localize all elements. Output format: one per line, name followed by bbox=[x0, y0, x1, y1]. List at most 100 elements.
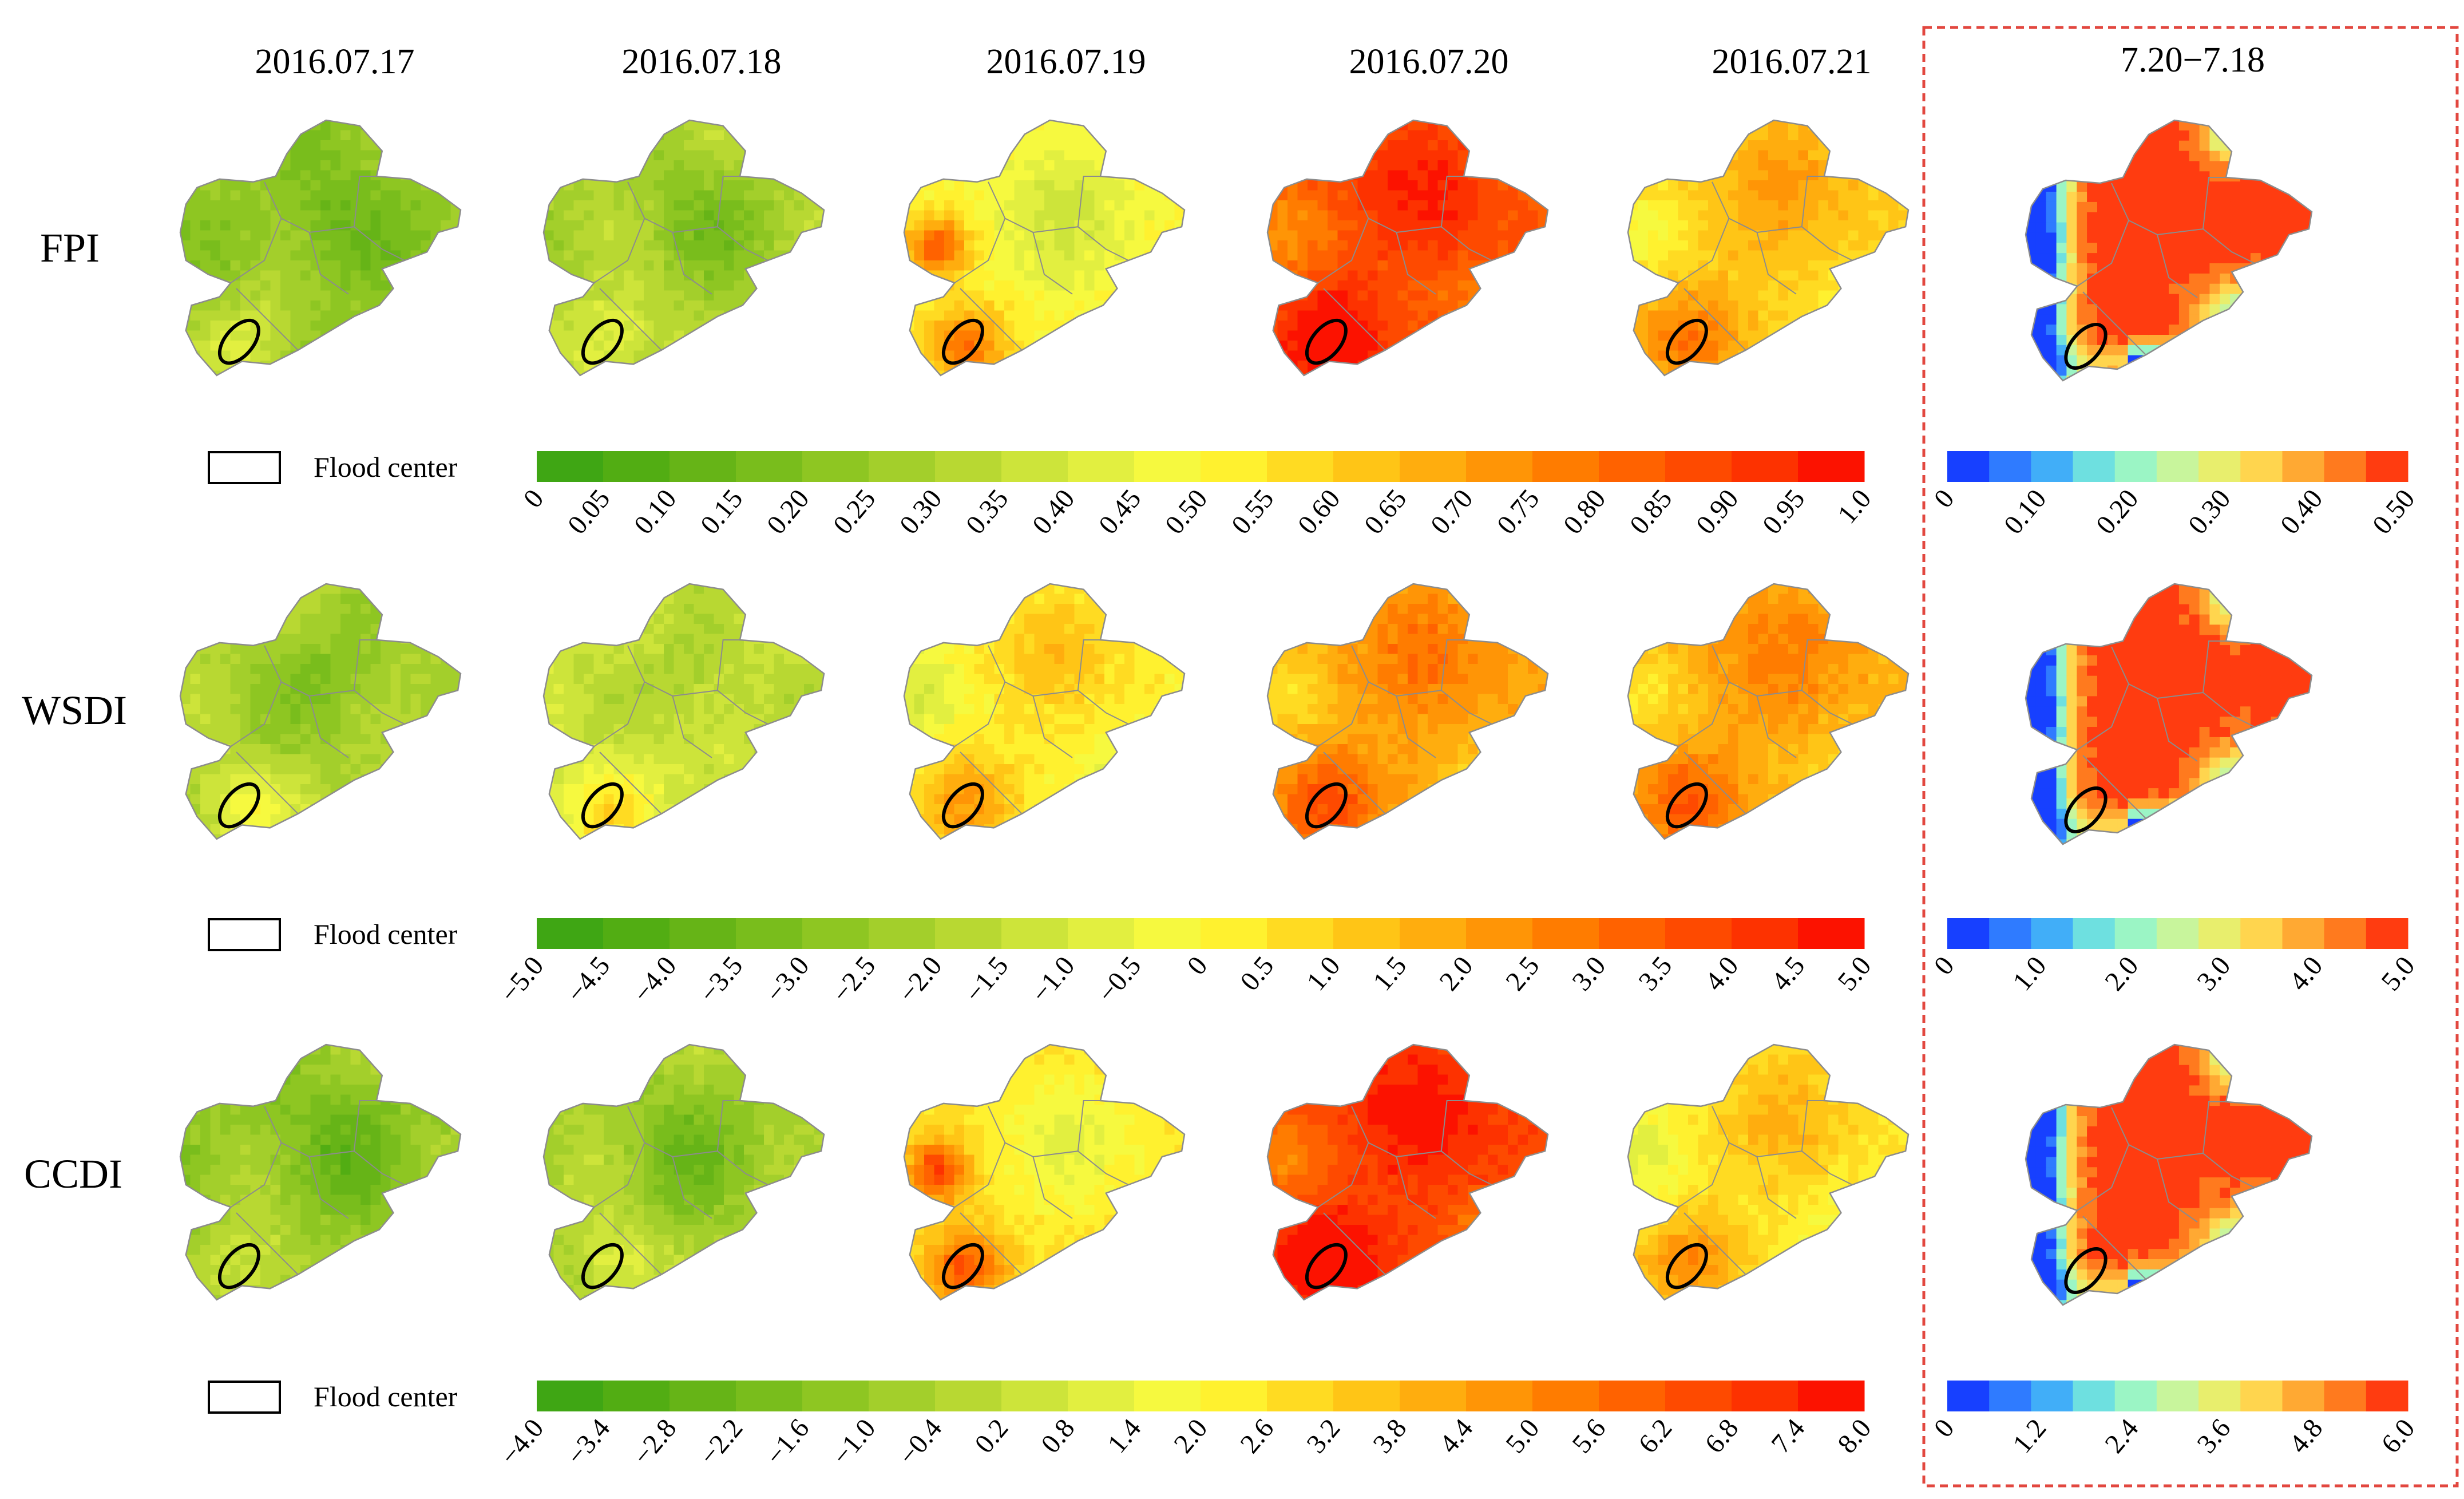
colorbar-segment bbox=[802, 451, 869, 482]
colorbar-segment bbox=[1732, 918, 1799, 949]
difference-colorbar-segment bbox=[2073, 1381, 2116, 1411]
colorbar-segment bbox=[1267, 1381, 1334, 1411]
colorbar-segment bbox=[802, 918, 869, 949]
difference-colorbar-segment bbox=[2073, 451, 2116, 482]
colorbar-segment bbox=[935, 918, 1002, 949]
colorbar-segment bbox=[603, 1381, 670, 1411]
date-header-5: 2016.07.21 bbox=[1712, 42, 1872, 81]
difference-colorbar-segment bbox=[2198, 918, 2241, 949]
flood-center-ellipse bbox=[941, 318, 984, 365]
difference-colorbar-segment bbox=[2324, 918, 2367, 949]
colorbar-segment bbox=[670, 451, 736, 482]
flood-center-legend-label: Flood center bbox=[314, 1381, 458, 1413]
difference-colorbar-segment bbox=[2240, 918, 2283, 949]
colorbar-segment bbox=[1466, 1381, 1533, 1411]
colorbar-segment bbox=[869, 918, 936, 949]
colorbar-segment bbox=[802, 1381, 869, 1411]
flood-center-ellipse bbox=[2064, 786, 2108, 834]
flood-center-ellipse bbox=[1665, 1243, 1708, 1290]
row-label-wsdi: WSDI bbox=[22, 687, 127, 733]
flood-center-ellipse bbox=[941, 1243, 984, 1290]
difference-colorbar-segment bbox=[1947, 451, 1990, 482]
difference-colorbar-segment bbox=[2031, 918, 2074, 949]
flood-center-legend-symbol bbox=[208, 918, 281, 951]
flood-center-ellipse bbox=[217, 318, 260, 365]
colorbar-segment bbox=[935, 451, 1002, 482]
colorbar-segment bbox=[1466, 918, 1533, 949]
colorbar-segment bbox=[1665, 918, 1732, 949]
flood-center-ellipse bbox=[217, 1243, 260, 1290]
colorbar-segment bbox=[1201, 918, 1267, 949]
colorbar-segment bbox=[1665, 451, 1732, 482]
colorbar-segment bbox=[1732, 1381, 1799, 1411]
difference-colorbar-segment bbox=[2282, 451, 2325, 482]
difference-colorbar-segment bbox=[1989, 1381, 2031, 1411]
row-label-fpi: FPI bbox=[40, 225, 100, 271]
flood-center-ellipse bbox=[1665, 782, 1708, 829]
colorbar-segment bbox=[603, 918, 670, 949]
colorbar-segment bbox=[1599, 451, 1666, 482]
colorbar-segment bbox=[1001, 451, 1068, 482]
colorbar-segment bbox=[736, 451, 803, 482]
difference-colorbar-segment bbox=[2324, 451, 2367, 482]
colorbar-segment bbox=[1400, 918, 1467, 949]
flood-center-ellipse bbox=[1305, 318, 1348, 365]
difference-colorbar-segment bbox=[2282, 1381, 2325, 1411]
colorbar-segment bbox=[1532, 918, 1599, 949]
colorbar-segment bbox=[1068, 918, 1135, 949]
date-header-4: 2016.07.20 bbox=[1349, 42, 1509, 81]
difference-colorbar-segment bbox=[2240, 451, 2283, 482]
colorbar-segment bbox=[1333, 918, 1400, 949]
colorbar-segment bbox=[1400, 1381, 1467, 1411]
colorbar-segment bbox=[1134, 918, 1201, 949]
difference-colorbar-segment bbox=[2156, 451, 2199, 482]
difference-column-frame bbox=[1922, 26, 2459, 1488]
colorbar-segment bbox=[1001, 1381, 1068, 1411]
difference-colorbar-segment bbox=[2366, 918, 2408, 949]
colorbar-segment bbox=[1068, 1381, 1135, 1411]
difference-colorbar-segment bbox=[2282, 918, 2325, 949]
colorbar-segment bbox=[537, 1381, 604, 1411]
colorbar-segment bbox=[1798, 451, 1865, 482]
colorbar-segment bbox=[1201, 451, 1267, 482]
flood-center-legend-label: Flood center bbox=[314, 918, 458, 950]
flood-center-ellipse bbox=[217, 782, 260, 829]
difference-colorbar-segment bbox=[2366, 451, 2408, 482]
colorbar-segment bbox=[1201, 1381, 1267, 1411]
flood-center-ellipse bbox=[1665, 318, 1708, 365]
colorbar-segment bbox=[736, 1381, 803, 1411]
colorbar-segment bbox=[670, 1381, 736, 1411]
difference-colorbar-segment bbox=[2156, 1381, 2199, 1411]
date-header-3: 2016.07.19 bbox=[987, 42, 1146, 81]
colorbar-segment bbox=[670, 918, 736, 949]
flood-center-ellipse bbox=[2064, 322, 2108, 370]
colorbar-segment bbox=[1267, 451, 1334, 482]
difference-colorbar-segment bbox=[2324, 1381, 2367, 1411]
difference-colorbar-segment bbox=[2198, 1381, 2241, 1411]
colorbar-segment bbox=[1532, 1381, 1599, 1411]
flood-center-legend-symbol bbox=[208, 1381, 281, 1414]
colorbar-segment bbox=[1333, 1381, 1400, 1411]
difference-colorbar-segment bbox=[2156, 918, 2199, 949]
colorbar-segment bbox=[1798, 1381, 1865, 1411]
flood-center-ellipse bbox=[581, 782, 624, 829]
row-label-ccdi: CCDI bbox=[24, 1151, 122, 1197]
colorbar-segment bbox=[869, 451, 936, 482]
colorbar-segment bbox=[1466, 451, 1533, 482]
difference-colorbar-segment bbox=[1989, 451, 2031, 482]
difference-colorbar-segment bbox=[2031, 451, 2074, 482]
difference-colorbar-segment bbox=[2114, 918, 2157, 949]
colorbar-segment bbox=[869, 1381, 936, 1411]
date-header-1: 2016.07.17 bbox=[255, 42, 415, 81]
flood-center-ellipse bbox=[1305, 782, 1348, 829]
flood-center-ellipse bbox=[1305, 1243, 1348, 1290]
difference-colorbar-segment bbox=[1947, 1381, 1990, 1411]
colorbar-segment bbox=[1134, 1381, 1201, 1411]
flood-center-ellipse bbox=[581, 1243, 624, 1290]
difference-colorbar-segment bbox=[1947, 918, 1990, 949]
flood-center-legend-symbol bbox=[208, 451, 281, 484]
colorbar-segment bbox=[736, 918, 803, 949]
difference-colorbar-segment bbox=[2073, 918, 2116, 949]
difference-colorbar-segment bbox=[1989, 918, 2031, 949]
difference-colorbar-segment bbox=[2198, 451, 2241, 482]
